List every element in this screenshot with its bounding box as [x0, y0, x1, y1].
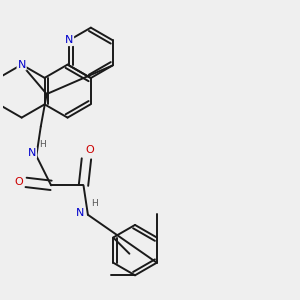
- Text: H: H: [91, 199, 98, 208]
- Text: N: N: [28, 148, 36, 158]
- Text: O: O: [14, 177, 23, 188]
- Text: H: H: [40, 140, 46, 149]
- Text: N: N: [17, 60, 26, 70]
- Text: N: N: [76, 208, 85, 218]
- Text: O: O: [85, 145, 94, 155]
- Text: N: N: [65, 35, 73, 45]
